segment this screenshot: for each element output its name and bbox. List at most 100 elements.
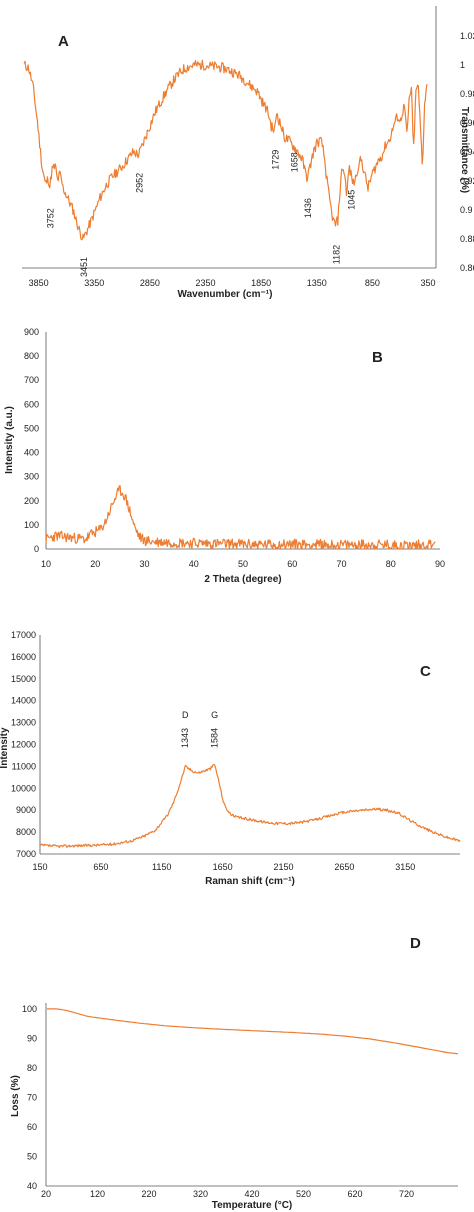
- x-tick-label: 120: [90, 1189, 105, 1199]
- x-axis-title: 2 Theta (degree): [204, 574, 281, 585]
- y-axis-title: Intensity: [0, 727, 10, 769]
- y-tick-label: 200: [24, 496, 39, 506]
- x-tick-label: 3150: [395, 862, 415, 872]
- x-tick-label: 1650: [213, 862, 233, 872]
- x-tick-label: 80: [386, 559, 396, 569]
- x-tick-label: 2650: [334, 862, 354, 872]
- x-tick-label: 3850: [29, 278, 49, 288]
- chart-panel-d: 40 50 60 70 80 90 100 20 120 220 320 420 520 620 720 Te…: [10, 935, 459, 1211]
- panel-label: A: [58, 33, 69, 50]
- peak-label: 1729: [271, 150, 281, 170]
- x-tick-label: 30: [139, 559, 149, 569]
- x-tick-label: 20: [41, 1189, 51, 1199]
- series-line: [47, 1008, 459, 1055]
- y-tick-label: 800: [24, 351, 39, 361]
- x-tick-label: 70: [336, 559, 346, 569]
- y-tick-label: 1.02: [460, 31, 474, 41]
- y-tick-label: 900: [24, 327, 39, 337]
- y-tick-label: 13000: [11, 718, 36, 728]
- x-tick-label: 650: [93, 862, 108, 872]
- y-tick-label: 700: [24, 375, 39, 385]
- x-axis-title: Raman shift (cm⁻¹): [205, 876, 295, 887]
- y-tick-label: 8000: [16, 827, 36, 837]
- y-tick-label: 15000: [11, 674, 36, 684]
- x-tick-label: 150: [32, 862, 47, 872]
- x-tick-label: 40: [189, 559, 199, 569]
- chart-panel-a: 0.86 0.88 0.9 0.92 0.94 0.96 0.98 1 1.02 3850 3350…: [22, 6, 474, 300]
- y-tick-label: 80: [27, 1063, 37, 1073]
- y-tick-label: 11000: [12, 761, 36, 771]
- x-tick-label: 850: [365, 278, 380, 288]
- band-label: D: [182, 710, 189, 720]
- x-tick-label: 520: [296, 1189, 311, 1199]
- x-tick-label: 50: [238, 559, 248, 569]
- x-tick-label: 2150: [273, 862, 293, 872]
- y-axis-title: Loss (%): [10, 1075, 21, 1117]
- x-tick-label: 350: [420, 278, 435, 288]
- y-tick-label: 12000: [11, 740, 36, 750]
- y-tick-label: 90: [27, 1033, 37, 1043]
- x-tick-label: 320: [193, 1189, 208, 1199]
- y-tick-label: 9000: [16, 805, 36, 815]
- x-axis-title: Temperature (°C): [212, 1200, 293, 1211]
- y-tick-label: 600: [24, 399, 39, 409]
- x-tick-label: 1350: [307, 278, 327, 288]
- y-axis-title: Intensity (a.u.): [4, 406, 15, 474]
- peak-label: 1436: [303, 198, 313, 218]
- y-tick-label: 10000: [11, 783, 36, 793]
- band-label: G: [211, 710, 218, 720]
- y-axis-title: Transmittance (%): [459, 107, 470, 193]
- y-tick-label: 300: [24, 472, 39, 482]
- y-tick-label: 500: [24, 423, 39, 433]
- x-tick-label: 20: [90, 559, 100, 569]
- x-tick-label: 1850: [251, 278, 271, 288]
- chart-panel-c: 7000 8000 9000 10000 11000 12000 13000 14000 150…: [0, 630, 461, 887]
- y-tick-label: 0.9: [460, 205, 473, 215]
- y-tick-label: 0.98: [460, 89, 474, 99]
- peak-label: 3752: [46, 208, 56, 228]
- x-tick-label: 1150: [152, 862, 171, 872]
- y-tick-label: 0.96: [460, 118, 474, 128]
- peak-label: 2952: [135, 173, 145, 193]
- y-tick-label: 17000: [11, 630, 36, 640]
- y-tick-label: 70: [27, 1092, 37, 1102]
- x-tick-label: 2850: [140, 278, 160, 288]
- x-tick-label: 220: [141, 1189, 156, 1199]
- y-tick-label: 0: [34, 544, 39, 554]
- y-tick-label: 0.92: [460, 176, 474, 186]
- y-tick-label: 16000: [11, 652, 36, 662]
- x-tick-label: 720: [399, 1189, 414, 1199]
- x-axis-title: Wavenumber (cm⁻¹): [178, 289, 273, 300]
- peak-label: 1584: [210, 728, 220, 748]
- x-tick-label: 3350: [84, 278, 104, 288]
- peak-label: 1343: [180, 728, 190, 748]
- panel-label: C: [420, 663, 431, 680]
- peak-label: 3451: [79, 257, 89, 277]
- x-tick-label: 90: [435, 559, 445, 569]
- y-tick-label: 50: [27, 1151, 37, 1161]
- y-tick-label: 400: [24, 448, 39, 458]
- y-tick-label: 100: [22, 1004, 37, 1014]
- panel-label: D: [410, 935, 421, 952]
- peak-label: 1658: [290, 152, 300, 172]
- y-tick-label: 7000: [16, 849, 36, 859]
- series-line: [45, 485, 436, 550]
- x-tick-label: 10: [41, 559, 51, 569]
- x-tick-label: 420: [244, 1189, 259, 1199]
- y-tick-label: 60: [27, 1122, 37, 1132]
- y-tick-label: 1: [460, 60, 465, 70]
- y-tick-label: 0.86: [460, 263, 474, 273]
- x-tick-label: 60: [287, 559, 297, 569]
- x-tick-label: 620: [347, 1189, 362, 1199]
- y-tick-label: 40: [27, 1181, 37, 1191]
- chart-panel-b: 0 100 200 300 400 500 600 700 800 900 10 20 30 40 50 60…: [4, 327, 445, 585]
- peak-label: 1182: [331, 245, 341, 264]
- peak-label: 1045: [347, 190, 357, 210]
- y-tick-label: 0.94: [460, 147, 474, 157]
- y-tick-label: 100: [24, 520, 39, 530]
- series-line: [23, 59, 428, 241]
- y-tick-label: 0.88: [460, 234, 474, 244]
- x-tick-label: 2350: [196, 278, 216, 288]
- series-line: [39, 764, 461, 849]
